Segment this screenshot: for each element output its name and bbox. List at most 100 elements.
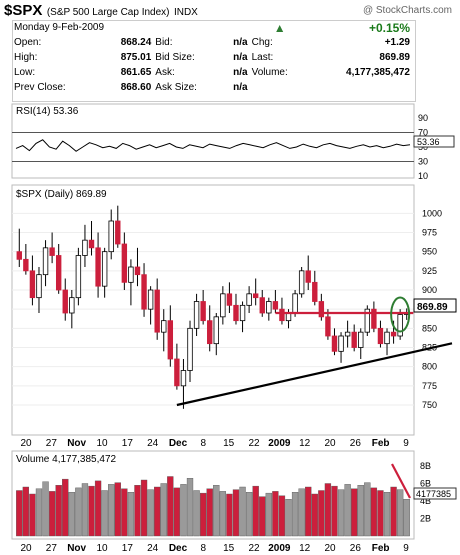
open-value: 868.24 — [120, 37, 152, 48]
candle — [325, 309, 331, 340]
candle-body — [331, 335, 338, 352]
volume-last-box — [413, 487, 457, 500]
candle — [95, 232, 101, 298]
volume-bar — [167, 476, 174, 537]
volume-bar — [140, 479, 148, 537]
price-tick-label: 925 — [422, 266, 437, 276]
rsi-line — [15, 139, 411, 152]
volume-bar — [75, 487, 82, 537]
low-value: 861.65 — [120, 67, 152, 78]
candle — [207, 305, 213, 352]
price-last-box — [413, 298, 457, 313]
volume-bar — [22, 486, 30, 537]
candle-body — [115, 220, 121, 245]
volume-trend-line — [391, 463, 411, 499]
volume-x-label: 12 — [299, 543, 311, 554]
candle-body — [246, 293, 252, 306]
candle — [371, 301, 377, 333]
volume-bar — [298, 488, 305, 537]
candle — [233, 293, 239, 325]
candle-body — [364, 308, 371, 333]
candle-body — [390, 331, 397, 337]
price-x-label: Feb — [372, 438, 390, 449]
candle-body — [371, 308, 377, 329]
candle — [42, 240, 49, 287]
volume-title: Volume 4,177,385,472 — [16, 454, 117, 465]
volume-label: Volume: — [251, 67, 288, 78]
volume-bar — [206, 488, 213, 537]
volume-tick-label: 8B — [420, 461, 431, 471]
volume-bar — [55, 485, 62, 537]
price-tick-label: 900 — [422, 285, 437, 295]
last-value: 869.89 — [379, 52, 410, 63]
volume-last-label: 4177385 — [416, 489, 451, 499]
price-x-label: 15 — [223, 438, 235, 449]
candle-body — [55, 255, 62, 291]
volume-bar — [147, 489, 154, 537]
price-x-label: 10 — [96, 438, 108, 449]
candle — [252, 278, 259, 306]
candle — [344, 320, 351, 348]
volume-bar — [318, 490, 325, 537]
bid-value: n/a — [233, 37, 248, 48]
volume-bar — [101, 490, 108, 537]
volume-bar — [81, 483, 89, 537]
bidsize-value: n/a — [233, 52, 248, 63]
percent-change: +0.15% — [368, 20, 410, 35]
candle — [69, 290, 75, 329]
candle — [193, 293, 200, 336]
volume-bar — [226, 493, 233, 537]
volume-bar — [291, 492, 299, 537]
volume-bar — [88, 485, 95, 537]
rsi-tick-label: 70 — [418, 128, 428, 138]
symbol: $SPX — [4, 2, 43, 19]
volume-bar — [259, 496, 266, 537]
volume-bar — [370, 487, 378, 537]
volume-x-label: 10 — [96, 543, 108, 554]
rsi-last-box — [413, 135, 455, 148]
price-x-label: 22 — [248, 438, 260, 449]
volume-bar — [245, 492, 253, 537]
volume-bar — [305, 486, 312, 537]
volume-x-label: Feb — [372, 543, 390, 554]
up-arrow-icon: ▲ — [273, 20, 286, 35]
volume-bar — [383, 492, 391, 537]
volume-bar — [29, 493, 36, 537]
candle — [154, 278, 160, 340]
candle — [266, 297, 272, 321]
candle-body — [252, 293, 259, 299]
rsi-tick-label: 90 — [418, 113, 428, 123]
candle-body — [285, 312, 292, 322]
price-tick-label: 850 — [422, 323, 437, 333]
price-x-label: Dec — [169, 438, 188, 449]
candle-body — [207, 320, 213, 345]
candle-body — [193, 301, 200, 329]
candle — [226, 282, 233, 313]
candle-body — [305, 270, 311, 283]
date: Monday 9-Feb-2009 — [14, 22, 105, 33]
rsi-tick-label: 10 — [418, 171, 428, 181]
volume-bar — [180, 484, 187, 537]
volume-bar — [16, 490, 23, 537]
volume-bar — [351, 488, 358, 537]
candle — [351, 324, 357, 352]
prev-close-label: Prev Close: — [14, 82, 66, 93]
exchange: INDX — [173, 7, 198, 18]
candle-body — [384, 331, 390, 345]
candle-body — [36, 274, 42, 299]
candle-body — [351, 331, 357, 348]
volume-x-label: 20 — [324, 543, 336, 554]
volume-bar — [127, 492, 135, 537]
volume-x-label: 17 — [122, 543, 134, 554]
candle-body — [377, 327, 384, 345]
price-tick-label: 950 — [422, 247, 437, 257]
volume-bar — [396, 489, 404, 537]
candle — [338, 332, 344, 363]
quote-panel — [12, 20, 416, 102]
candle — [82, 224, 88, 267]
volume-bar — [232, 489, 240, 537]
volume-x-label: 15 — [223, 543, 235, 554]
candle — [134, 247, 141, 287]
volume-bar — [311, 493, 318, 537]
